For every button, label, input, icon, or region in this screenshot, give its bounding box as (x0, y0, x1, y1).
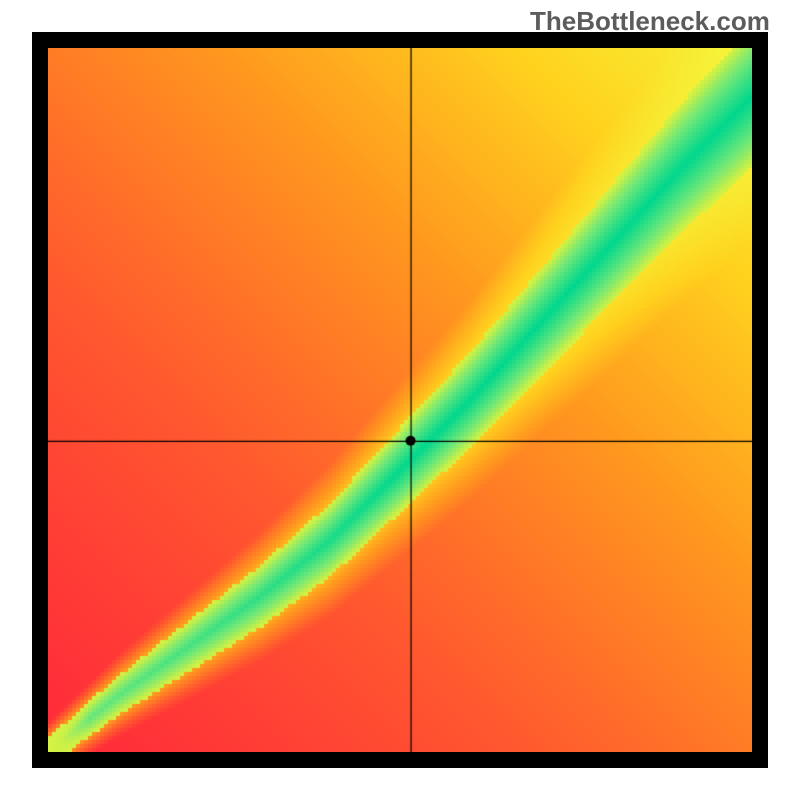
chart-frame (32, 32, 768, 768)
watermark-text: TheBottleneck.com (530, 6, 770, 37)
